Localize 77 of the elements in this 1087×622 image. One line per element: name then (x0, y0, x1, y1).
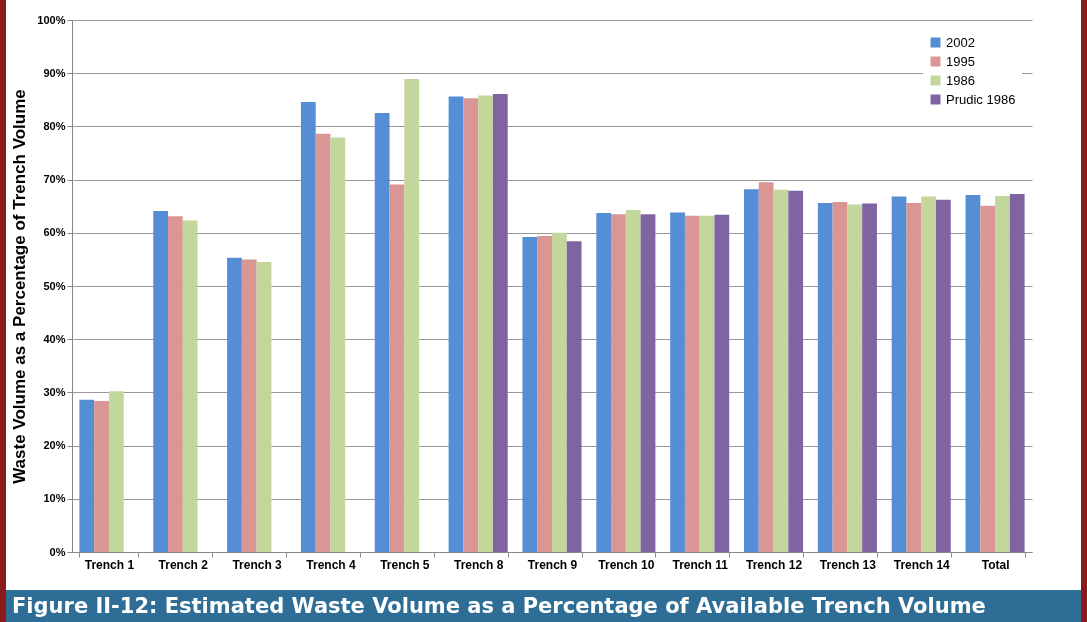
y-axis-title: Waste Volume as a Percentage of Trench Volume (10, 89, 30, 484)
y-tick-label: 60% (43, 226, 66, 239)
bar (611, 214, 626, 552)
bar (153, 210, 168, 552)
bar (921, 196, 936, 552)
bar (699, 215, 715, 552)
x-tick-label: Trench 11 (672, 557, 729, 572)
bar (227, 257, 242, 552)
bar (714, 214, 730, 552)
bar (596, 213, 612, 552)
y-tick-label: 50% (43, 279, 66, 292)
x-tick-label: Trench 10 (598, 557, 655, 572)
y-tick-label: 90% (43, 66, 66, 79)
bar (625, 209, 641, 552)
bar (256, 262, 272, 552)
bar (995, 196, 1010, 552)
bar (448, 96, 464, 552)
x-tick-label: Trench 4 (306, 557, 356, 572)
x-tick-label: Trench 2 (158, 557, 209, 572)
bar (980, 205, 996, 552)
bar (182, 220, 198, 552)
bar (758, 182, 774, 552)
y-tick-label: 80% (43, 119, 66, 132)
bar (891, 196, 907, 552)
text: Figure II-12: Estimated Waste Volume as a Percentage of Available Trench Volume (6, 590, 1081, 622)
x-tick-label: Trench 5 (380, 557, 430, 572)
y-tick-label: 20% (43, 439, 66, 452)
bar (552, 232, 567, 552)
bar (744, 189, 759, 552)
y-tick-label: 10% (43, 492, 66, 505)
legend-label: 1995 (946, 53, 975, 69)
bar (374, 113, 390, 552)
bar (389, 184, 405, 552)
bar (463, 98, 479, 552)
bar (862, 203, 877, 552)
bar (847, 204, 863, 552)
bar (522, 237, 538, 552)
y-tick-label: 70% (43, 173, 66, 186)
legend-label: 2002 (946, 34, 975, 50)
bar (936, 199, 951, 552)
y-tick-label: 100% (37, 13, 66, 26)
bar (1009, 193, 1025, 552)
x-tick-label: Trench 8 (453, 557, 504, 572)
y-tick-label: 30% (43, 385, 66, 398)
bar (315, 133, 331, 552)
bar (566, 241, 582, 552)
bar (241, 259, 257, 552)
bar (965, 195, 981, 552)
bar (94, 400, 109, 552)
bar (492, 93, 508, 552)
bar (788, 190, 804, 552)
bar (832, 201, 848, 552)
bar (906, 203, 922, 552)
bar (773, 189, 789, 552)
bar (670, 212, 685, 552)
y-tick-label: 40% (43, 332, 66, 345)
bar (330, 137, 346, 552)
x-tick-label: Trench 3 (232, 557, 283, 572)
bar (817, 203, 833, 552)
bar (684, 215, 700, 552)
bar (537, 235, 552, 552)
x-tick-label: Trench 14 (893, 557, 951, 572)
x-tick-label: Trench 9 (527, 557, 578, 572)
x-tick-label: Total (981, 557, 1010, 572)
bar (478, 95, 493, 552)
x-tick-label: Trench 13 (819, 557, 877, 572)
y-tick-label: 0% (49, 545, 66, 558)
legend-label: 1986 (946, 72, 975, 88)
x-tick-label: Trench 1 (84, 557, 135, 572)
bar (108, 391, 124, 552)
bar (168, 216, 183, 552)
legend-label: Prudic 1986 (946, 91, 1016, 107)
bar (640, 214, 656, 552)
x-tick-label: Trench 12 (746, 557, 803, 572)
bar (404, 79, 420, 552)
bar (79, 399, 95, 552)
bar (300, 101, 316, 552)
